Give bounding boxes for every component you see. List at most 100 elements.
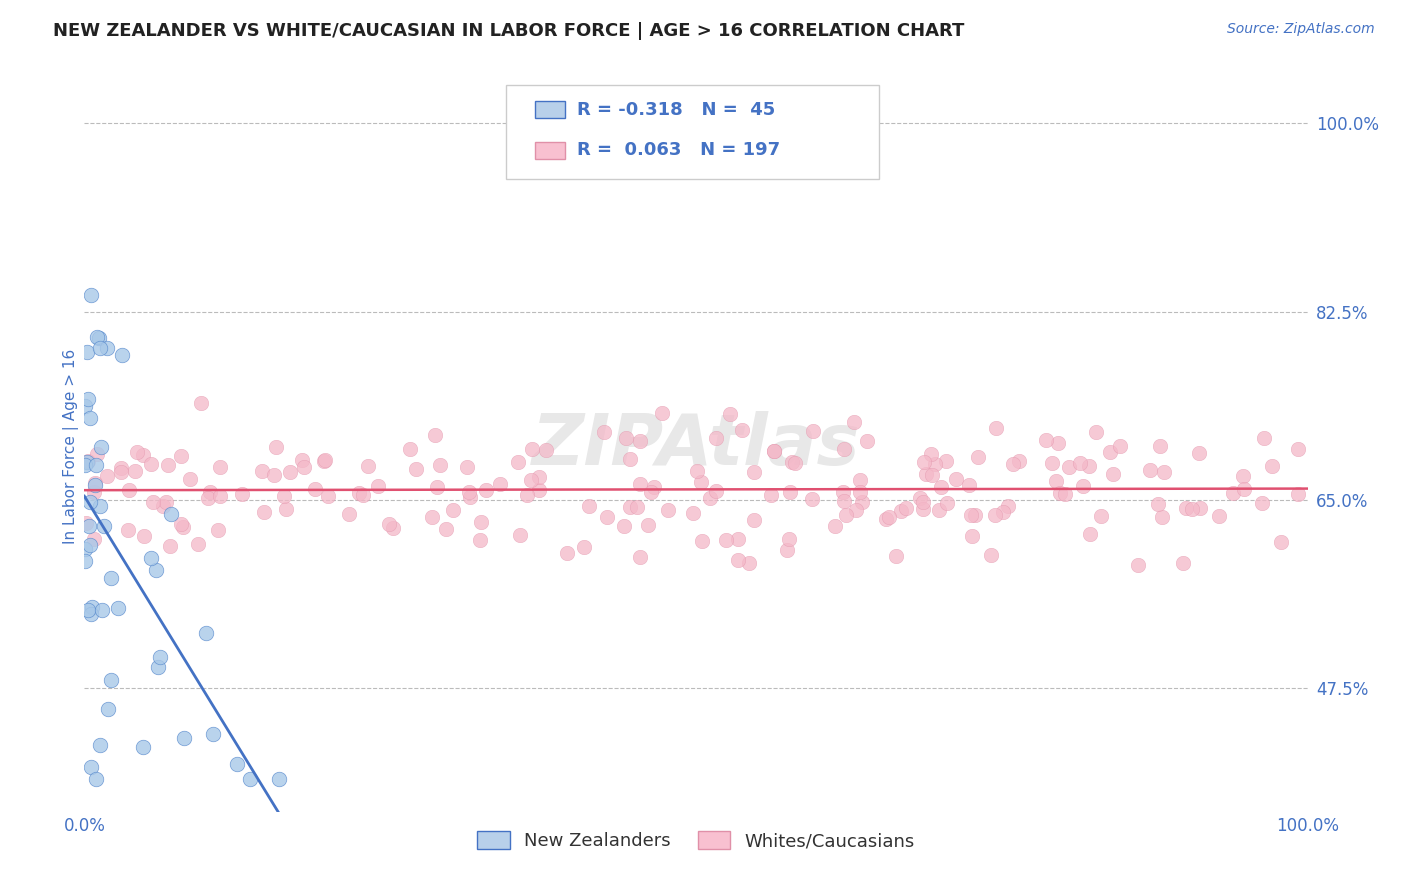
Point (1174, 501, 1197, 516)
Point (614, 431, 637, 445)
Point (273, 489, 295, 503)
Point (198, 485, 221, 500)
Point (352, 488, 374, 502)
Text: R =  0.063   N = 197: R = 0.063 N = 197 (578, 142, 780, 160)
Point (912, 495, 935, 509)
Point (89, 499, 111, 513)
Point (347, 486, 370, 500)
Point (314, 453, 336, 467)
Point (763, 443, 786, 458)
Point (924, 457, 946, 471)
Point (264, 440, 287, 454)
Point (441, 503, 464, 517)
Point (187, 537, 209, 551)
Point (79, 538, 101, 552)
Point (1188, 446, 1211, 460)
Point (429, 458, 451, 472)
Point (91, 603, 114, 617)
Legend: New Zealanders, Whites/Caucasians: New Zealanders, Whites/Caucasians (470, 823, 922, 857)
Point (592, 425, 614, 439)
Point (1078, 527, 1101, 541)
Point (312, 453, 335, 467)
Point (367, 479, 389, 493)
Point (357, 459, 380, 474)
Point (835, 508, 858, 523)
Point (146, 660, 169, 674)
Point (155, 495, 177, 509)
Point (77, 454, 100, 468)
Point (420, 509, 443, 524)
Point (1152, 510, 1174, 524)
Point (935, 454, 957, 468)
Point (96, 341, 118, 355)
Point (93, 518, 115, 533)
Point (76, 603, 98, 617)
Point (960, 529, 983, 543)
Point (159, 539, 181, 553)
Point (194, 626, 217, 640)
Point (555, 546, 578, 560)
Point (832, 442, 855, 456)
Point (1046, 436, 1069, 450)
Point (1232, 468, 1254, 483)
Point (727, 533, 749, 547)
Point (170, 516, 193, 531)
Point (173, 731, 195, 745)
Point (536, 442, 558, 457)
Point (337, 507, 360, 521)
Point (426, 480, 449, 494)
Point (145, 563, 167, 577)
Point (628, 549, 651, 564)
Text: NEW ZEALANDER VS WHITE/CAUCASIAN IN LABOR FORCE | AGE > 16 CORRELATION CHART: NEW ZEALANDER VS WHITE/CAUCASIAN IN LABO… (53, 22, 965, 40)
Point (845, 503, 868, 517)
Point (1181, 502, 1204, 516)
Point (963, 508, 986, 523)
Point (1071, 479, 1094, 493)
Point (131, 449, 153, 463)
Point (142, 494, 165, 508)
Point (1057, 459, 1080, 474)
Point (378, 517, 401, 532)
Point (842, 415, 865, 429)
Point (689, 475, 711, 489)
Point (84, 772, 107, 787)
Point (848, 473, 870, 487)
Point (202, 727, 225, 741)
Point (801, 424, 824, 438)
Point (682, 507, 704, 521)
Point (382, 521, 405, 535)
Point (1222, 485, 1244, 500)
Point (253, 505, 276, 519)
Point (1233, 483, 1256, 497)
Point (263, 468, 285, 483)
Point (172, 520, 194, 534)
Point (73, 554, 96, 568)
Point (405, 462, 427, 476)
Point (527, 483, 550, 497)
Point (738, 557, 761, 571)
Point (1250, 496, 1272, 510)
Point (84, 458, 107, 472)
Point (97, 702, 120, 716)
Point (1054, 486, 1077, 500)
Point (1149, 439, 1171, 453)
Point (84, 478, 107, 492)
Point (278, 465, 301, 479)
Point (470, 516, 492, 530)
Point (456, 460, 478, 475)
Text: ZIPAtlas: ZIPAtlas (531, 411, 860, 481)
Point (931, 480, 953, 494)
Point (686, 464, 709, 478)
Point (1286, 487, 1309, 501)
Point (111, 348, 134, 362)
Point (316, 489, 339, 503)
Point (520, 474, 543, 488)
Point (90, 440, 112, 454)
Point (912, 455, 935, 469)
Point (1146, 497, 1168, 511)
Point (89, 739, 111, 753)
Point (704, 483, 727, 498)
Point (1208, 509, 1230, 524)
Point (89, 342, 111, 356)
Point (132, 739, 155, 754)
